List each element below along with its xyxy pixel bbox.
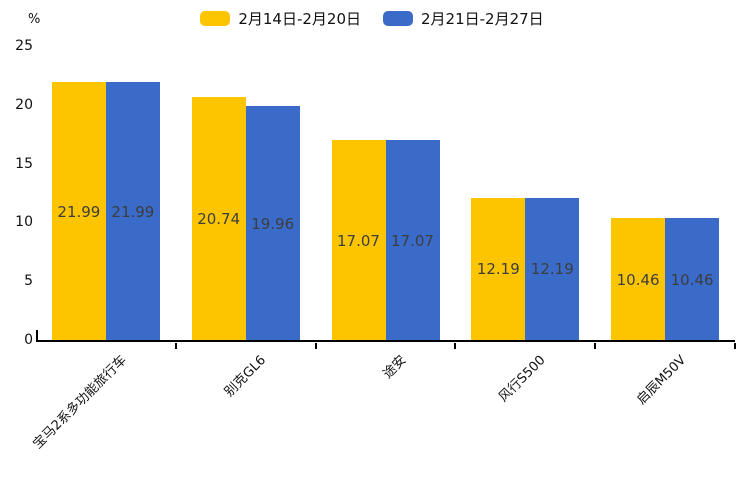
bar-value-label: 17.07 <box>337 231 380 250</box>
bar-week1-touran[interactable]: 17.07 <box>331 140 386 341</box>
bar-week2-gl6[interactable]: 19.96 <box>245 106 300 341</box>
legend-swatch-week2 <box>383 11 413 26</box>
bar-value-label: 21.99 <box>111 202 155 221</box>
legend-label-week1: 2月14日-2月20日 <box>238 10 361 28</box>
x-category-label-touran: 途安 <box>380 352 410 382</box>
x-axis-tick <box>454 343 457 349</box>
y-tick-label: 15 <box>15 155 33 172</box>
x-category-label-s500: 风行S500 <box>496 352 549 406</box>
legend-item-week2[interactable]: 2月21日-2月27日 <box>383 8 544 29</box>
bar-value-label: 12.19 <box>476 260 520 279</box>
bar-week1-gl6[interactable]: 20.74 <box>191 97 246 341</box>
bar-value-label: 10.46 <box>670 270 714 289</box>
bar-value-label: 12.19 <box>530 260 574 279</box>
bar-week2-m50v[interactable]: 10.46 <box>665 218 720 341</box>
plot-area: 21.99 21.99 20.74 19.96 17.07 17.07 12.1… <box>36 47 736 349</box>
bar-group-m50v: 10.46 10.46 <box>611 47 720 341</box>
legend-label-week2: 2月21日-2月27日 <box>421 10 544 28</box>
bar-group-bmw2: 21.99 21.99 <box>51 47 160 341</box>
bar-week1-bmw2[interactable]: 21.99 <box>51 82 106 341</box>
x-category-label-bmw2: 宝马2系多功能旅行车 <box>30 352 130 453</box>
y-tick-label: 0 <box>24 332 33 348</box>
bar-value-label: 19.96 <box>251 214 295 233</box>
y-tick-label: 25 <box>15 38 33 54</box>
legend: 2月14日-2月20日 2月21日-2月27日 <box>0 8 744 29</box>
x-axis-line <box>36 340 735 342</box>
bar-value-label: 17.07 <box>391 231 434 250</box>
bar-week2-bmw2[interactable]: 21.99 <box>105 82 160 341</box>
bar-value-label: 20.74 <box>197 210 241 229</box>
x-axis-tick <box>174 343 177 349</box>
bar-value-label: 10.46 <box>616 270 660 289</box>
legend-item-week1[interactable]: 2月14日-2月20日 <box>200 8 361 29</box>
bar-week1-s500[interactable]: 12.19 <box>471 197 526 341</box>
bar-group-gl6: 20.74 19.96 <box>191 47 300 341</box>
bar-week1-m50v[interactable]: 10.46 <box>611 218 666 341</box>
bar-week2-s500[interactable]: 12.19 <box>525 197 580 341</box>
bar-group-s500: 12.19 12.19 <box>471 47 580 341</box>
y-axis-unit-label: % <box>28 12 41 27</box>
x-category-label-m50v: 启辰M50V <box>633 352 689 408</box>
bar-week2-touran[interactable]: 17.07 <box>385 140 440 341</box>
y-axis-stub <box>36 330 38 341</box>
y-tick-label: 5 <box>24 273 33 290</box>
y-tick-label: 20 <box>15 96 33 113</box>
x-axis-tick <box>734 343 736 349</box>
x-category-label-gl6: 别克GL6 <box>222 352 270 400</box>
legend-swatch-week1 <box>200 11 231 26</box>
y-tick-label: 10 <box>15 214 33 231</box>
bar-value-label: 21.99 <box>57 202 101 221</box>
x-axis-tick <box>314 343 317 349</box>
x-axis-tick <box>594 343 597 349</box>
bar-group-touran: 17.07 17.07 <box>331 47 440 341</box>
